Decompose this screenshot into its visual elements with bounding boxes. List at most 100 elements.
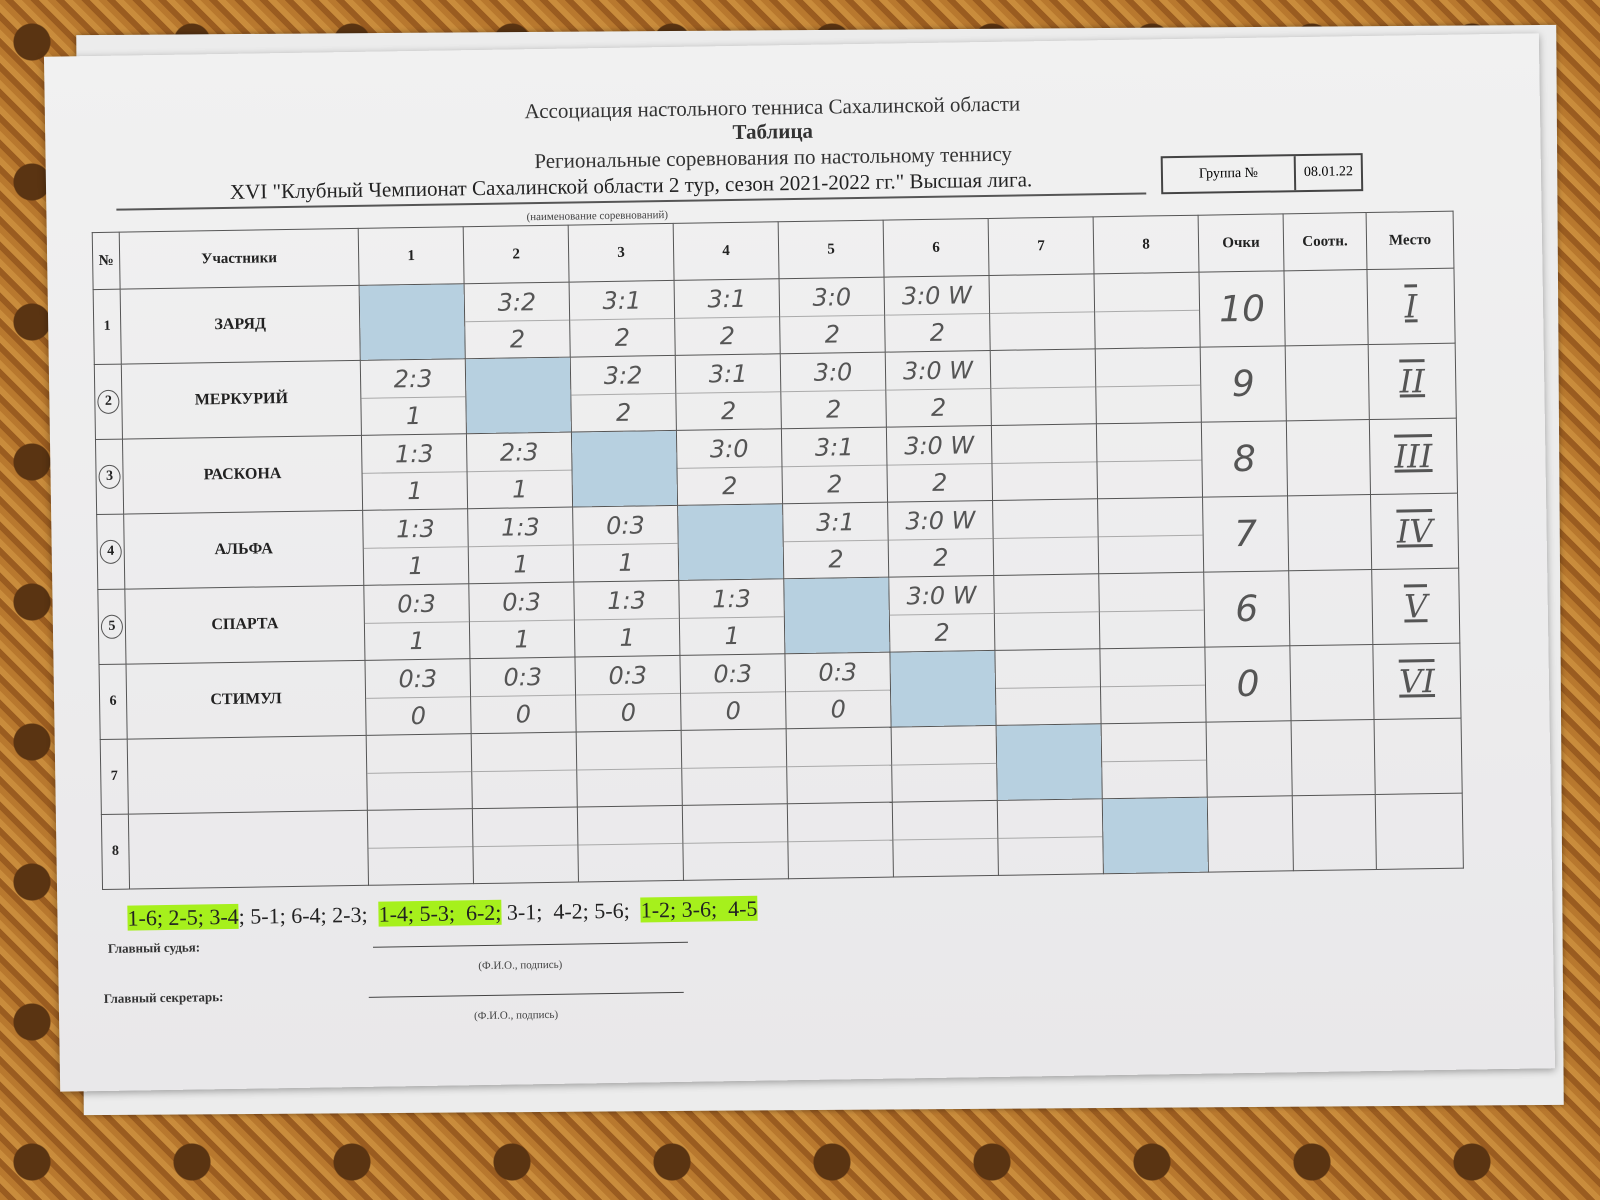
result-cell: 0:3 1 [363,583,470,661]
highlighted-round: 1-6; 2-5; 3-4 [127,903,239,931]
match-score [1099,572,1204,613]
match-points: 2 [828,544,844,574]
result-cell: 0:3 1 [468,582,575,659]
match-score: 0:3 [469,582,574,623]
place: V [1371,568,1460,645]
result-cell [471,732,578,809]
row-number: 5 [97,589,127,665]
match-points [994,536,1099,575]
result-cell: 1:3 1 [361,433,468,511]
match-points: 1 [618,548,634,577]
column-header: 6 [883,218,990,278]
match-points [368,846,473,885]
score-sheet: Ассоциация настольного тенниса Сахалинск… [43,33,1556,1092]
column-header: 8 [1093,215,1199,274]
match-score [786,727,892,768]
ratio [1285,344,1370,421]
match-score: 1:3 [361,434,467,474]
diagonal-cell [783,577,890,654]
row-number: 3 [95,439,124,515]
match-score: 3:1 [783,502,888,543]
match-points: 1 [514,624,531,653]
match-points [787,765,892,804]
place: IV [1370,493,1459,570]
match-score: 3:0 W [884,275,990,316]
group-value: 08.01.22 [1303,164,1354,181]
result-cell: 0:3 0 [679,653,787,731]
match-points: 1 [408,551,424,580]
row-number-value: 2 [97,389,120,415]
participant-name [127,735,368,815]
match-points [996,686,1101,725]
match-points: 2 [615,398,632,427]
place [1375,793,1464,870]
place [1374,718,1463,795]
match-score [367,809,473,849]
match-score: 3:1 [569,280,675,321]
row-number-value: 6 [109,693,117,709]
points-total: 10 [1198,270,1286,348]
match-score [994,574,1099,614]
row-number-value: 8 [111,843,120,859]
ratio [1286,419,1371,496]
match-points: 2 [934,618,950,647]
result-cell: 1:3 1 [362,508,469,586]
result-cell [472,807,579,884]
result-cell: 0:3 0 [364,658,472,736]
participant-name: МЕРКУРИЙ [121,360,362,440]
participant-name: СПАРТА [124,585,365,665]
points-total: 8 [1201,420,1288,498]
match-score [1100,647,1205,688]
points-total: 0 [1204,645,1292,723]
match-points: 2 [825,394,842,424]
match-points [1097,460,1202,499]
ratio [1289,644,1375,721]
result-cell [991,423,1098,501]
result-cell: 2:3 1 [466,432,573,509]
match-score: 0:3 [470,657,576,698]
result-cell: 3:1 2 [781,427,888,504]
match-score: 3:0 [676,429,782,469]
match-schedule: 1-6; 2-5; 3-4; 5-1; 6-4; 2-3; 1-4; 5-3; … [127,895,758,932]
match-score: 0:3 [680,654,786,694]
highlighted-round: 1-2; 3-6; 4-5 [640,895,758,923]
match-points [682,766,787,805]
judge-caption: (Ф.И.О., подпись) [478,958,563,973]
result-cell: 1:3 1 [678,578,785,656]
ratio [1292,794,1377,871]
row-number-value: 5 [100,614,124,639]
result-cell: 3:1 2 [674,278,781,356]
judge-signature-line [372,941,688,948]
match-points: 0 [725,696,742,725]
match-points: 0 [515,699,532,728]
match-points [992,461,1097,500]
result-cell [366,733,473,811]
points-total: 9 [1200,345,1287,423]
column-header: 3 [568,223,675,283]
participant-name [128,810,369,890]
diagonal-cell [465,357,572,434]
result-cell [990,348,1097,426]
match-score: 3:1 [781,427,887,468]
secretary-label: Главный секретарь: [103,989,224,1006]
row-number: 2 [94,364,123,440]
result-cell: 0:3 1 [572,505,679,583]
match-points [892,763,997,802]
participant-name: ЗАРЯД [120,285,361,365]
match-points: 1 [406,476,423,505]
result-cell: 3:1 2 [569,280,676,358]
result-cell: 3:1 2 [675,353,782,431]
match-points [1096,385,1201,424]
secretary-caption: (Ф.И.О., подпись) [473,1008,559,1023]
match-score [577,805,683,846]
match-points: 2 [719,321,736,350]
row-number: 1 [93,289,122,365]
match-score [1101,722,1207,763]
match-score [993,499,1098,539]
match-score [682,804,788,844]
points-total: 6 [1203,570,1290,648]
row-number: 7 [100,739,129,815]
